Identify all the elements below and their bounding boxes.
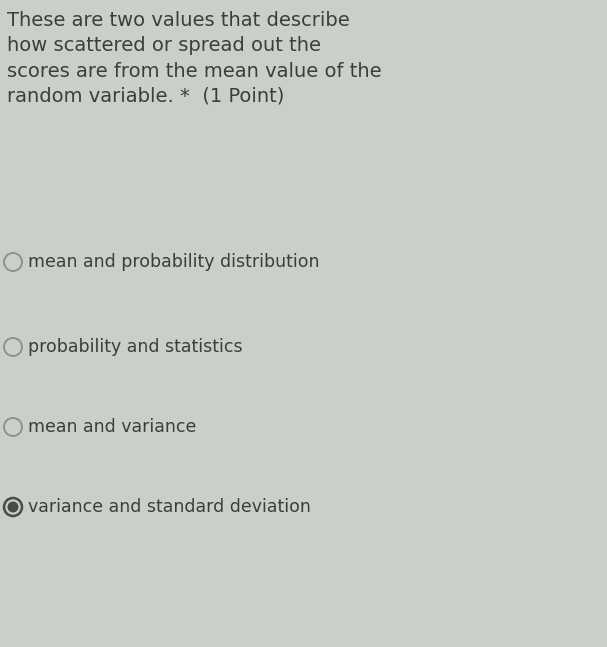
Text: mean and probability distribution: mean and probability distribution <box>28 253 319 271</box>
Text: probability and statistics: probability and statistics <box>28 338 243 356</box>
Text: mean and variance: mean and variance <box>28 418 197 436</box>
Text: These are two values that describe
how scattered or spread out the
scores are fr: These are two values that describe how s… <box>7 11 382 106</box>
Text: variance and standard deviation: variance and standard deviation <box>28 498 311 516</box>
Circle shape <box>7 501 18 512</box>
